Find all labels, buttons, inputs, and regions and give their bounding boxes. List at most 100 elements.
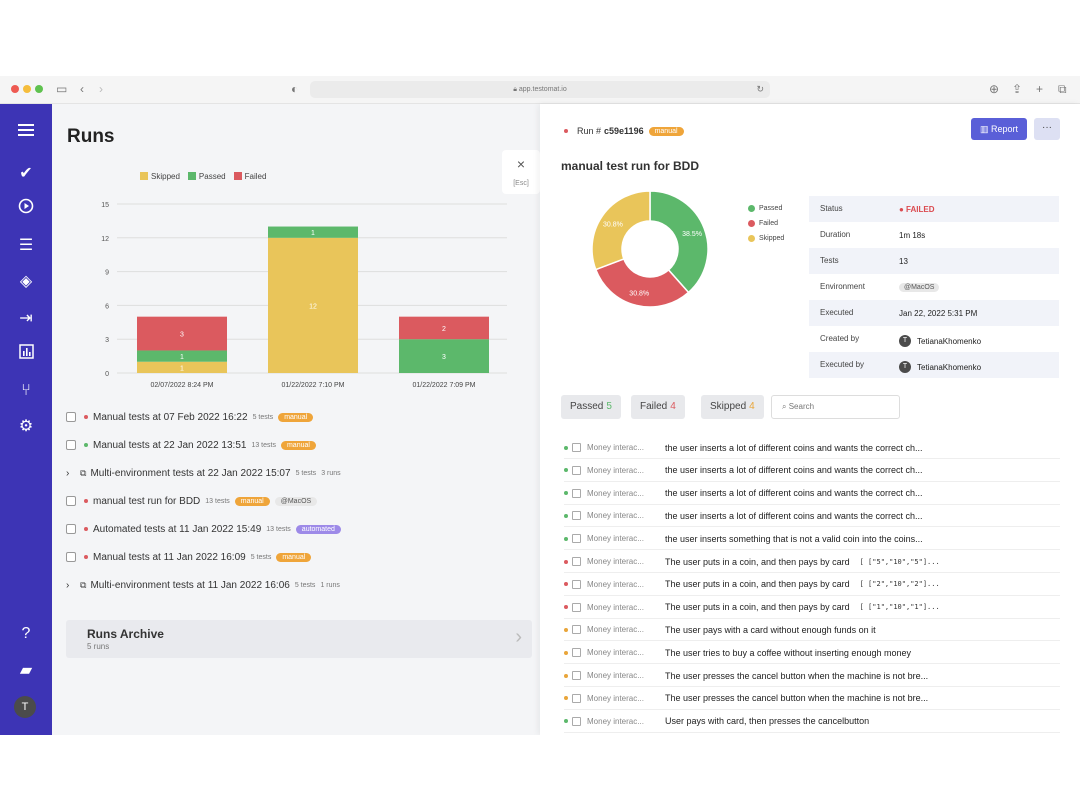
test-row[interactable]: Money interac... The user pays with a car… [564,619,1060,642]
test-title[interactable]: the user inserts a lot of different coin… [665,465,923,476]
test-row[interactable]: Money interac... the user inserts a lot o… [564,505,1060,528]
filter-passed[interactable]: Passed 5 [561,395,621,419]
bar-passed[interactable] [399,339,489,373]
share-icon[interactable]: ⇪ [1012,82,1023,96]
download-icon[interactable]: ⊕ [989,82,1000,96]
layers-icon[interactable]: ◈ [19,273,33,290]
run-checkbox[interactable] [66,440,76,450]
run-row[interactable]: Automated tests at 11 Jan 2022 15:49 13 t… [66,520,341,538]
bar-passed[interactable] [268,226,358,238]
check-icon[interactable]: ✔ [19,165,33,182]
test-row[interactable]: Money interac... the user inserts somethi… [564,528,1060,551]
bar-passed[interactable] [137,350,227,362]
test-checkbox[interactable] [572,716,581,726]
close-window-icon[interactable] [11,85,19,93]
test-checkbox[interactable] [572,557,581,566]
import-icon[interactable]: ⇥ [19,310,33,327]
run-checkbox[interactable] [66,412,76,422]
run-row[interactable]: › ⧉ Multi-environment tests at 11 Jan 2022… [66,576,340,594]
donut-slice-skipped[interactable] [591,190,651,271]
back-icon[interactable]: ‹ [80,82,84,96]
run-checkbox[interactable] [66,524,76,534]
play-icon[interactable] [14,198,38,222]
chevron-right-icon[interactable]: › [66,467,70,479]
run-row[interactable]: Manual tests at 11 Jan 2022 16:09 5 tests… [66,548,312,566]
branch-icon[interactable]: ⑂ [21,382,31,399]
test-title[interactable]: the user inserts something that is not a… [665,533,923,544]
test-checkbox[interactable] [572,443,581,452]
donut-slice-failed[interactable] [594,257,690,308]
test-row[interactable]: Money interac... the user inserts a lot o… [564,437,1060,459]
donut-slice-passed[interactable] [649,190,709,294]
test-title[interactable]: The user puts in a coin, and then pays b… [665,556,850,567]
address-bar[interactable]: 🔒︎ app.testomat.io ↻ [310,81,770,98]
run-checkbox[interactable] [66,552,76,562]
minimize-window-icon[interactable] [23,85,31,93]
test-title[interactable]: The user presses the cancel button when … [665,670,929,681]
run-checkbox[interactable] [66,496,76,506]
test-title[interactable]: The user puts in a coin, and then pays b… [665,602,850,613]
shield-icon[interactable]: ◐ [291,82,299,96]
search-input[interactable]: ⌕ Search [771,395,900,419]
list-check-icon[interactable]: ☰ [18,237,34,254]
test-title[interactable]: The user pays with a card without enough… [665,624,876,635]
close-panel-button[interactable]: × [Esc] [502,150,540,194]
test-row[interactable]: Money interac... The user presses the can… [564,665,1060,687]
test-row[interactable]: Money interac... The user puts in a coin,… [564,597,1060,619]
run-title[interactable]: Manual tests at 22 Jan 2022 13:51 [93,439,247,451]
forward-icon[interactable]: › [99,82,103,96]
test-title[interactable]: The user presses the cancel button when … [665,693,929,704]
test-title[interactable]: the user inserts a lot of different coin… [665,488,923,499]
test-title[interactable]: User pays with card, then presses the ca… [665,716,870,727]
run-title[interactable]: Multi-environment tests at 11 Jan 2022 1… [90,579,290,591]
report-button[interactable]: ▥ Report [971,118,1027,140]
analytics-icon[interactable] [14,343,38,367]
test-checkbox[interactable] [572,625,581,635]
bar-failed[interactable] [399,316,489,340]
more-options-button[interactable]: ··· [1034,118,1060,140]
run-title[interactable]: Manual tests at 11 Jan 2022 16:09 [93,551,246,563]
test-row[interactable]: Money interac... The user puts in a coin,… [564,551,1060,573]
test-title[interactable]: The user tries to buy a coffee without i… [665,647,911,658]
chevron-right-icon[interactable]: › [66,579,70,591]
test-title[interactable]: The user puts in a coin, and then pays b… [665,579,850,590]
test-row[interactable]: Money interac... the user inserts a lot o… [564,483,1060,505]
help-icon[interactable]: ? [21,625,31,642]
bar-skipped[interactable] [268,237,358,373]
run-row[interactable]: manual test run for BDD 13 tests manual @Ma… [66,492,318,510]
test-checkbox[interactable] [572,511,581,521]
gear-icon[interactable]: ⚙ [18,418,34,435]
test-row[interactable]: Money interac... User pays with card, the… [564,711,1060,733]
test-checkbox[interactable] [572,602,581,612]
test-checkbox[interactable] [572,693,581,703]
test-row[interactable]: Money interac... The user presses the can… [564,688,1060,710]
test-row[interactable]: Money interac... the user inserts a lot o… [564,460,1060,482]
run-title[interactable]: Automated tests at 11 Jan 2022 15:49 [93,523,262,535]
test-checkbox[interactable] [572,488,581,498]
reload-icon[interactable]: ↻ [756,84,764,94]
test-title[interactable]: the user inserts a lot of different coin… [665,442,923,453]
bar-skipped[interactable] [137,361,227,373]
user-avatar[interactable]: T [14,696,36,718]
test-row[interactable]: Money interac... The user puts in a coin,… [564,574,1060,596]
test-checkbox[interactable] [572,534,581,544]
test-checkbox[interactable] [572,465,581,475]
runs-archive[interactable]: Runs Archive 5 runs › [66,620,532,658]
folder-icon[interactable]: ▰ [19,662,33,679]
sidebar-toggle-icon[interactable]: ▭ [56,82,68,96]
run-title[interactable]: Manual tests at 07 Feb 2022 16:22 [93,411,248,423]
run-row[interactable]: › ⧉ Multi-environment tests at 22 Jan 2022… [66,464,341,482]
run-row[interactable]: Manual tests at 22 Jan 2022 13:51 13 test… [66,436,316,454]
run-row[interactable]: Manual tests at 07 Feb 2022 16:22 5 tests… [66,408,314,426]
menu-icon[interactable] [14,121,38,145]
test-checkbox[interactable] [572,671,581,680]
tabs-overview-icon[interactable]: ⧉ [1058,82,1067,96]
zoom-window-icon[interactable] [35,85,43,93]
filter-failed[interactable]: Failed 4 [631,395,685,419]
test-row[interactable]: Money interac... The user tries to buy a … [564,642,1060,665]
run-title[interactable]: manual test run for BDD [93,495,201,507]
filter-skipped[interactable]: Skipped 4 [701,395,764,419]
bar-failed[interactable] [137,316,227,351]
test-title[interactable]: the user inserts a lot of different coin… [665,510,923,521]
new-tab-icon[interactable]: + [1036,82,1044,96]
